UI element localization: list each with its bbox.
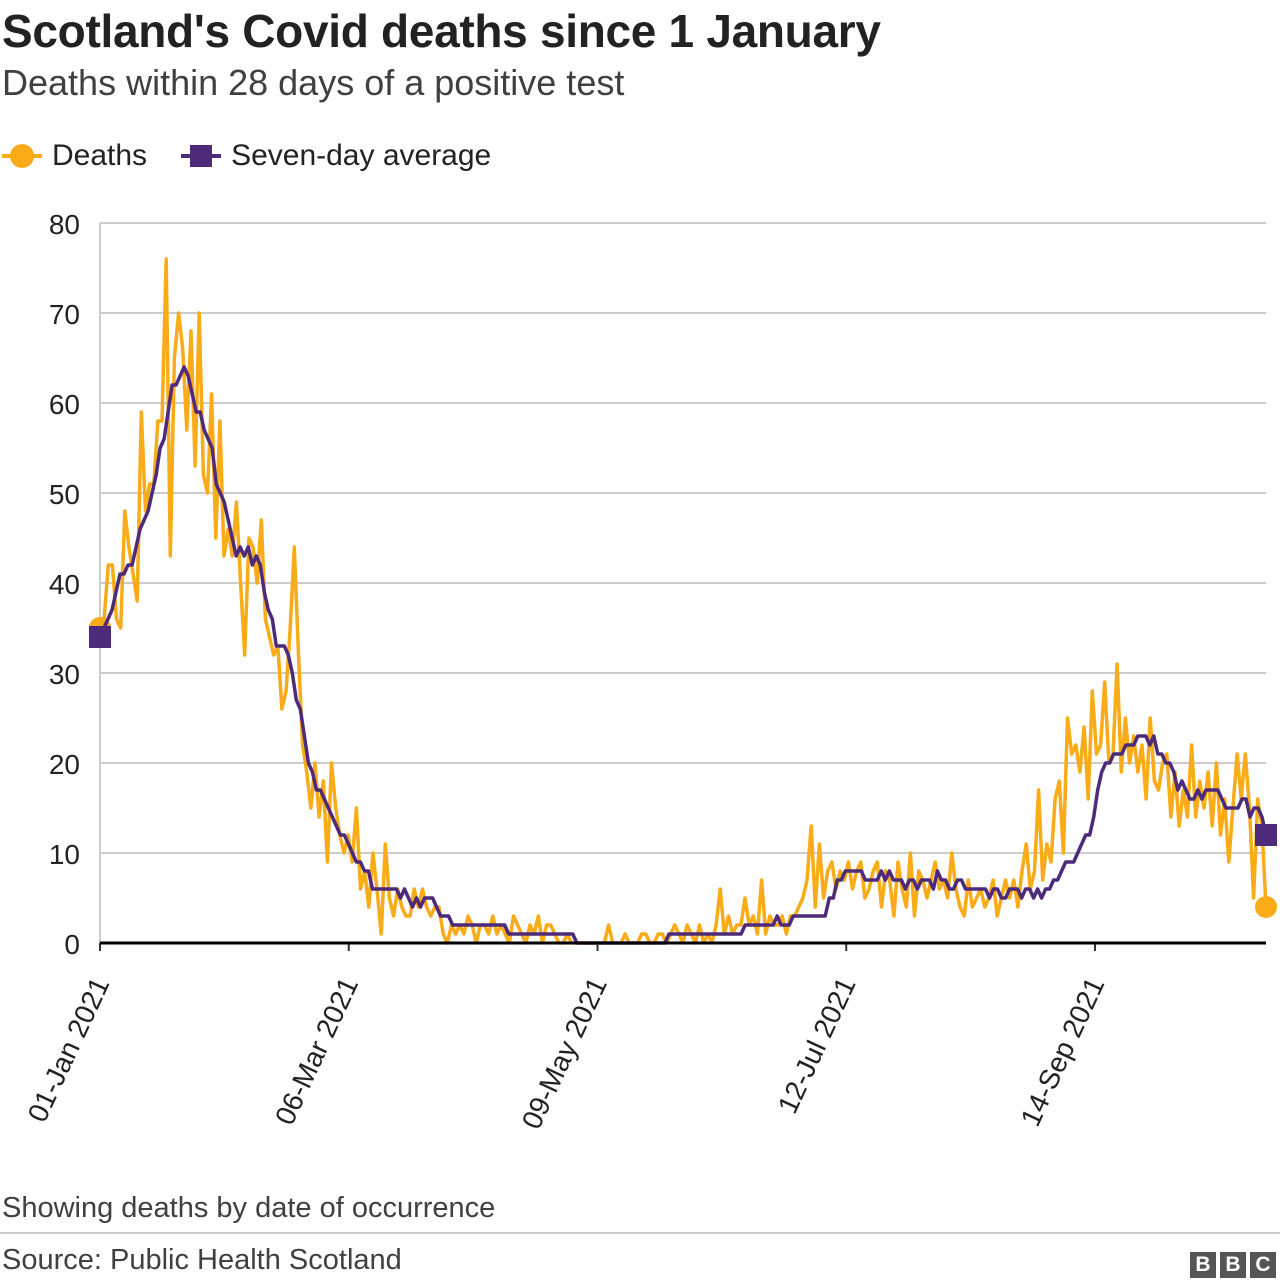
- series-line-deaths: [98, 257, 1268, 945]
- bbc-logo: B B C: [1186, 1252, 1276, 1278]
- footer-divider: [0, 1232, 1280, 1234]
- chart-title: Scotland's Covid deaths since 1 January: [2, 5, 881, 57]
- x-tick-label: 09-May 2021: [516, 972, 613, 1133]
- y-tick-label: 40: [49, 569, 80, 600]
- chart-subtitle: Deaths within 28 days of a positive test: [2, 62, 625, 103]
- y-tick-label: 80: [49, 209, 80, 240]
- x-tick-label: 06-Mar 2021: [269, 972, 364, 1129]
- y-tick-label: 50: [49, 479, 80, 510]
- average-start-point: [89, 626, 111, 648]
- line-chart: 0 10 20 30 40 50 60 70 80 01-Jan 2021 06-Mar 2021 0…: [0, 190, 1280, 1150]
- series-line-seven-day-average: [98, 365, 1268, 945]
- y-tick-label: 20: [49, 749, 80, 780]
- deaths-swatch-icon: [2, 136, 42, 176]
- legend-label-average: Seven-day average: [231, 139, 492, 172]
- x-tick-label: 01-Jan 2021: [22, 972, 116, 1126]
- x-tick-label: 14-Sep 2021: [1015, 972, 1111, 1130]
- y-tick-label: 60: [49, 389, 80, 420]
- legend-item-deaths: Deaths: [2, 136, 147, 176]
- average-swatch-icon: [181, 136, 222, 176]
- y-tick-label: 30: [49, 659, 80, 690]
- y-tick-label: 10: [49, 839, 80, 870]
- x-tick-label: 12-Jul 2021: [772, 972, 862, 1118]
- source-text: Source: Public Health Scotland: [2, 1244, 402, 1276]
- y-tick-label: 70: [49, 299, 80, 330]
- chart-note: Showing deaths by date of occurrence: [2, 1192, 496, 1224]
- legend-item-average: Seven-day average: [181, 136, 491, 176]
- bbc-logo-letter: B: [1220, 1252, 1246, 1278]
- y-tick-label: 0: [64, 929, 80, 960]
- average-end-point: [1255, 824, 1277, 846]
- bbc-logo-letter: C: [1250, 1252, 1276, 1278]
- legend-label-deaths: Deaths: [52, 139, 148, 172]
- legend: Deaths Seven-day average: [2, 136, 525, 176]
- bbc-logo-letter: B: [1190, 1252, 1216, 1278]
- deaths-end-point: [1255, 896, 1277, 918]
